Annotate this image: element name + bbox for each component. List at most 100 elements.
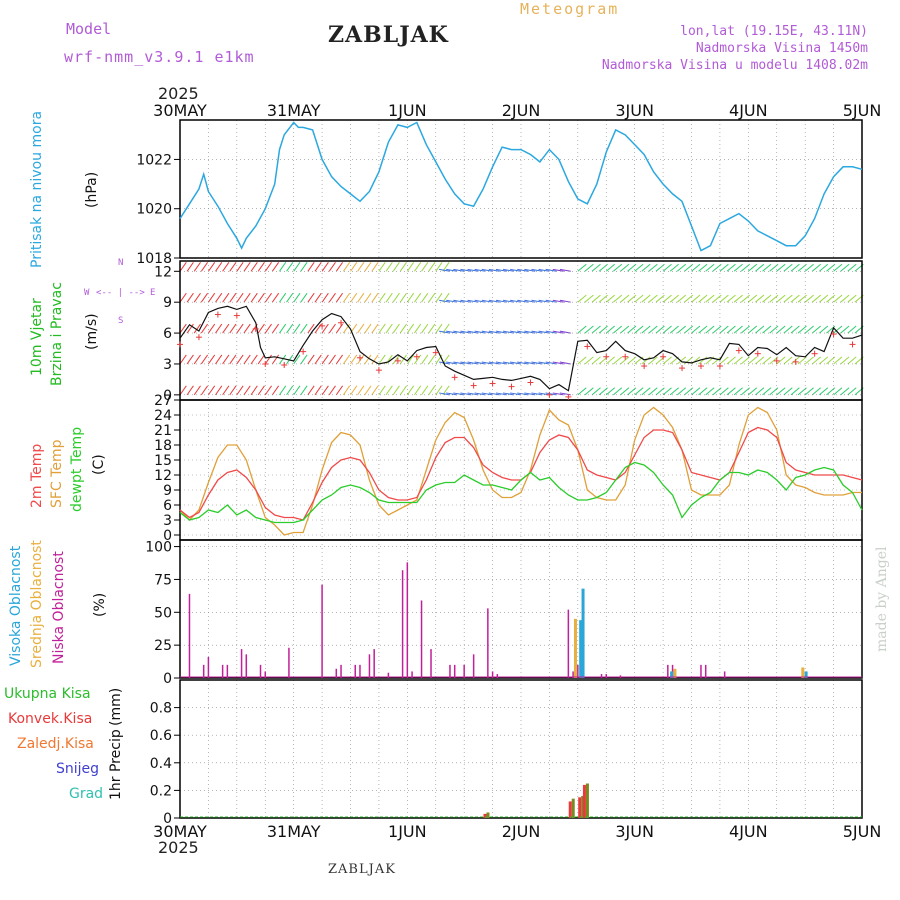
- wind-barb: [620, 387, 630, 396]
- wind-barb: [847, 325, 857, 334]
- wind-barb: [698, 356, 708, 365]
- wind-barb: [811, 325, 822, 334]
- wind-barb: [495, 330, 507, 334]
- wind-barb: [264, 385, 272, 396]
- wind-barb: [676, 325, 687, 334]
- y-tick-label: 0.6: [150, 728, 172, 744]
- wind-barb: [243, 323, 251, 334]
- wind-barb: [620, 356, 630, 365]
- wind-barb: [755, 325, 765, 334]
- wind-barb: [648, 325, 658, 334]
- wind-barb: [847, 294, 857, 303]
- wind-barb: [591, 325, 601, 334]
- x-tick-label-top: 31MAY: [267, 101, 321, 120]
- compass-n: N: [118, 258, 124, 268]
- wind-barb: [328, 261, 336, 272]
- wind-barb: [634, 387, 644, 396]
- wind-barb: [414, 292, 422, 303]
- wind-barb: [605, 325, 615, 334]
- cloud-bar: [577, 664, 579, 678]
- wind-barb: [559, 268, 571, 272]
- wind-barb: [733, 387, 743, 396]
- wind-barb: [819, 325, 829, 334]
- wind-barb: [524, 268, 536, 272]
- wind-barb: [524, 392, 536, 396]
- wind-barb: [641, 356, 651, 365]
- wind-barb: [250, 385, 258, 396]
- wind-barb: [769, 387, 779, 396]
- compass-e: E: [150, 288, 156, 298]
- wind-barb: [222, 261, 230, 272]
- x-tick-label-top: 2JUN: [502, 101, 541, 120]
- wind-barb: [474, 330, 486, 334]
- wind-barb: [552, 330, 564, 334]
- wind-barb: [300, 323, 308, 334]
- wind-barb: [545, 299, 557, 303]
- wind-barb: [811, 294, 822, 303]
- wind-barb: [328, 354, 336, 365]
- wind-barb: [399, 292, 407, 303]
- wind-barb: [577, 387, 587, 396]
- wind-barb: [577, 294, 587, 303]
- y-tick-label: 9: [163, 483, 172, 499]
- wind-barb: [453, 299, 465, 303]
- wind-barb: [271, 292, 280, 303]
- wind-barb: [833, 356, 843, 365]
- wind-barb: [655, 387, 665, 396]
- wind-speed-line: [179, 305, 863, 392]
- wind-barb: [538, 268, 550, 272]
- wind-barb: [229, 292, 237, 303]
- wind-barb: [819, 356, 829, 365]
- wind-barb: [705, 294, 715, 303]
- wind-barb: [755, 387, 765, 396]
- wind-barb: [481, 330, 493, 334]
- wind-barb: [762, 325, 772, 334]
- wind-barb: [243, 385, 251, 396]
- wind-barb: [769, 325, 779, 334]
- wind-barb: [371, 354, 379, 365]
- wind-barb: [264, 323, 272, 334]
- wind-barb: [662, 294, 672, 303]
- wind-barb: [591, 356, 601, 365]
- wind-barb: [474, 299, 486, 303]
- wind-barb: [293, 261, 301, 272]
- wind-barb: [598, 325, 608, 334]
- wind-barb: [591, 263, 601, 272]
- y-tick-label: 0: [163, 671, 172, 687]
- wind-barb: [342, 261, 351, 272]
- wind-barb: [524, 299, 536, 303]
- wind-barb: [307, 354, 315, 365]
- cloud-bar: [188, 593, 191, 678]
- wind-barb: [531, 361, 543, 365]
- wind-barb: [655, 325, 665, 334]
- wind-barb: [446, 361, 458, 365]
- wind-barb: [186, 354, 194, 365]
- wind-barb: [488, 330, 500, 334]
- wind-barb: [286, 385, 294, 396]
- wind-barb: [328, 292, 336, 303]
- wind-barb: [279, 323, 287, 334]
- x-tick-label-bottom: 30MAY: [153, 822, 207, 841]
- x-tick-label-bottom: 31MAY: [267, 822, 321, 841]
- wind-barb: [453, 361, 465, 365]
- wind-barb: [474, 268, 486, 272]
- x-tick-label-top: 4JUN: [729, 101, 768, 120]
- wind-barb: [428, 354, 436, 365]
- wind-barb: [439, 299, 451, 303]
- wind-barb: [342, 323, 351, 334]
- wind-barb: [371, 385, 379, 396]
- wind-barb: [378, 261, 386, 272]
- wind-barb: [364, 261, 372, 272]
- wind-barb: [200, 261, 209, 272]
- wind-barb: [179, 385, 187, 396]
- wind-barb: [314, 385, 322, 396]
- wind-barb: [627, 294, 637, 303]
- x-tick-label-bottom: 3JUN: [615, 822, 654, 841]
- wind-barb: [378, 323, 386, 334]
- y-tick-label: 6: [163, 326, 172, 342]
- cloud-bar: [487, 608, 489, 678]
- wind-barb: [428, 292, 436, 303]
- cloud-bar: [572, 671, 574, 678]
- wind-barb: [279, 261, 287, 272]
- wind-barb: [215, 323, 223, 334]
